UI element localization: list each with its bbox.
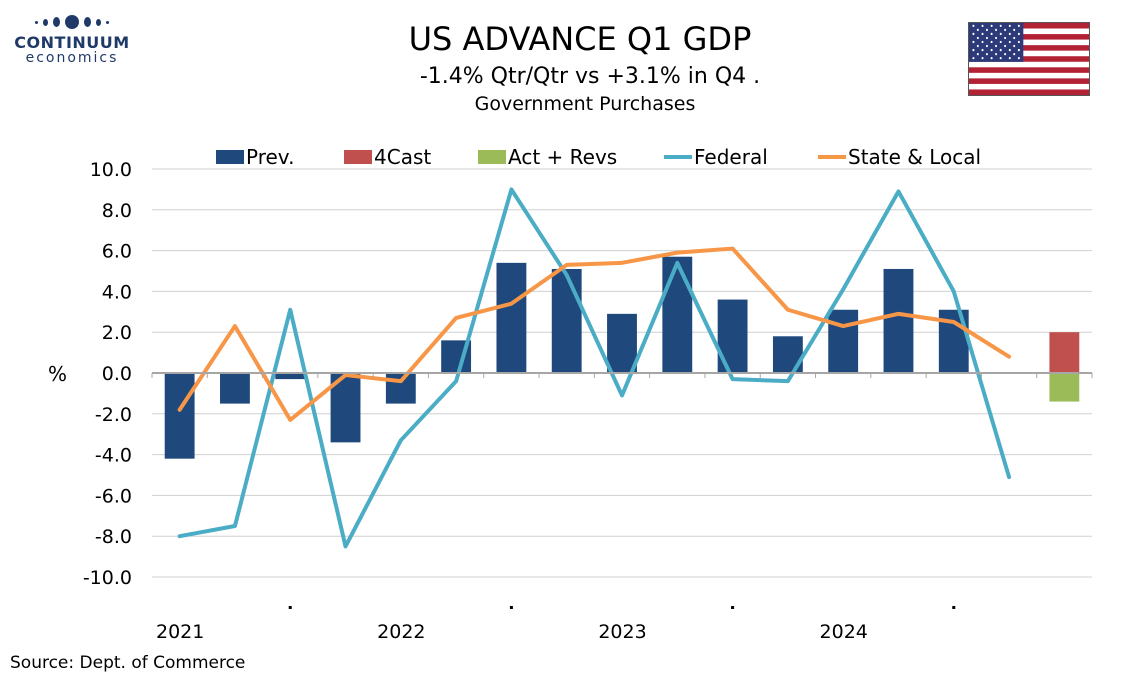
x-tick-label: 2024 [820,621,868,643]
bar-prev- [883,268,914,373]
legend-label-4cast: 4Cast [374,145,431,169]
y-axis-label: % [48,362,67,386]
axes: 10.0 8.0 6.0 4.0 2.0 0.0 -2.0 -4.0 -6.0 -8.0 -10.0… [48,159,1093,643]
legend-swatch-prev- [216,150,244,164]
us-flag-icon [968,22,1090,96]
chart-title: US ADVANCE Q1 GDP [408,20,752,58]
bar-prev- [607,313,637,373]
y-tick-label: 6.0 [102,241,132,263]
y-tick-label: -6.0 [95,485,132,507]
bar-4cast [1049,332,1080,373]
x-tick-label: 2023 [598,621,646,643]
bar-prev- [662,256,693,373]
legend-label-prev-: Prev. [246,145,294,169]
bar-prev- [828,309,859,373]
x-tick-label: 2021 [156,621,204,643]
bar-prev- [220,373,250,404]
x-tick-label: 2022 [377,621,425,643]
logo: CONTINUUM economics [12,14,132,66]
y-tick-label: 8.0 [102,200,132,222]
chart-subtitle: -1.4% Qtr/Qtr vs +3.1% in Q4 . [419,64,761,89]
bar-prev- [385,373,416,404]
y-tick-label: 2.0 [102,322,132,344]
y-tick-label: -8.0 [95,526,132,548]
series-lines [177,187,1012,549]
bars [164,256,1080,459]
x-separator-dot [288,606,292,609]
legend-swatch-4cast [344,150,372,164]
bar-prev- [551,268,582,373]
legend-label-federal: Federal [694,145,768,169]
y-tick-label: 0.0 [102,363,132,385]
x-separator-dot [509,606,513,609]
y-tick-label: 4.0 [102,281,132,303]
x-separator-dot [952,606,956,609]
y-tick-label: -2.0 [95,404,132,426]
gridlines [152,168,1092,578]
legend-label-state-local: State & Local [848,145,981,169]
line-state-local [177,246,1012,422]
y-tick-label: -10.0 [83,567,132,589]
legend: Prev. 4Cast Act + Revs Federal State & Local [216,145,981,169]
bar-act-revs [1049,373,1080,402]
bar-prev- [717,299,748,373]
line-federal [177,187,1012,549]
bar-prev- [275,373,306,380]
y-tick-label: 10.0 [90,159,132,181]
y-tick-label: -4.0 [95,445,132,467]
legend-swatch-act-revs [478,150,506,164]
logo-brand: CONTINUUM [14,33,130,52]
bar-prev- [496,262,527,373]
logo-dots [12,14,132,30]
logo-sub: economics [25,50,119,66]
legend-label-act-revs: Act + Revs [508,145,617,169]
source-note: Source: Dept. of Commerce [10,653,246,673]
chart-subtitle-secondary: Government Purchases [474,93,696,115]
bar-prev- [164,373,195,459]
x-separator-dot [731,606,735,609]
